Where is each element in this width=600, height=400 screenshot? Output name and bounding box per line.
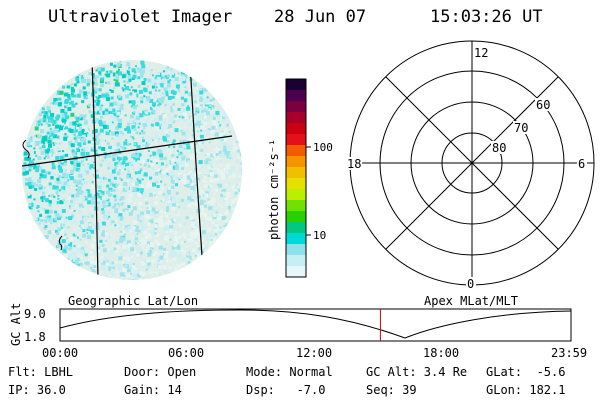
gain-status: Gain: 14 [124,383,182,397]
colorbar-stripe [286,244,306,256]
timeline-ytick-max: 9.0 [24,307,46,321]
apex-panel-label: Apex MLat/MLT [424,294,518,308]
date-label: 28 Jun 07 [274,7,367,27]
colorbar-stripe [286,167,306,179]
mlt-label-12: 12 [474,46,488,60]
colorbar-stripe [286,233,306,245]
colorbar-stripe [286,123,306,135]
colorbar-stripe [286,178,306,190]
mlt-label-6: 6 [578,157,585,171]
colorbar-stripe [286,134,306,146]
coastline-fragment-2 [58,235,63,251]
colorbar-stripe [286,189,306,201]
colorbar-stripe [286,90,306,102]
colorbar-stripe [286,211,306,223]
door-status: Door: Open [124,365,197,379]
mlat-label-80: 80 [492,141,506,155]
colorbar: 100 10 photon cm⁻²s⁻¹ [267,78,333,278]
colorbar-stripe [286,156,306,168]
filter-status: Flt: LBHL [8,365,74,379]
timeline-xtick-0600: 06:00 [168,346,204,360]
colorbar-ticklabel-100: 100 [313,141,333,154]
mlt-label-0: 0 [467,277,474,291]
colorbar-frame [285,78,307,278]
colorbar-stripe [286,112,306,124]
timeline-xtick-2359: 23:59 [551,346,587,360]
geographic-panel-label: Geographic Lat/Lon [68,294,198,308]
timeline-xtick-1200: 12:00 [296,346,332,360]
timeline-ytick-min: 1.8 [24,330,46,344]
colorbar-stripe [286,145,306,157]
ip-status: IP: 36.0 [8,383,66,397]
meridian-line-1 [91,60,99,280]
colorbar-stripe [286,101,306,113]
glon-status: GLon: 182.1 [486,383,566,397]
colorbar-stripe [286,200,306,212]
mlat-label-70: 70 [514,121,528,135]
dsp-status: Dsp: -7.0 [246,383,326,397]
colorbar-stripe [286,255,306,267]
polar-grid [349,40,595,286]
glat-status: GLat: -5.6 [486,365,566,379]
time-label: 15:03:26 UT [430,7,543,27]
timeline-xtick-0000: 00:00 [42,346,78,360]
polar-diagonal-2 [385,76,559,250]
instrument-title: Ultraviolet Imager [48,7,233,27]
colorbar-unit-label: photon cm⁻²s⁻¹ [267,139,281,240]
parallel-line [22,135,233,167]
timeline-ylabel: GC Alt [9,303,23,346]
colorbar-stripe [286,266,306,278]
polar-labels: 12 18 6 0 60 70 80 [346,46,587,291]
altitude-timeline: GC Alt 9.0 1.8 00:00 06:00 12:00 18:00 2… [9,303,587,360]
mlat-label-60: 60 [536,98,550,112]
timeline-frame [59,308,572,342]
mode-status: Mode: Normal [246,365,333,379]
sequence-status: Seq: 39 [366,383,417,397]
coastline-fragment [22,139,30,159]
timeline-xtick-1800: 18:00 [423,346,459,360]
colorbar-stripe [286,222,306,234]
colorbar-ticklabel-10: 10 [313,229,326,242]
uv-image-disk [22,60,242,280]
altitude-curve [59,309,572,339]
colorbar-stripe [286,79,306,91]
mlt-label-18: 18 [347,157,361,171]
gc-altitude-status: GC Alt: 3.4 Re [366,365,468,379]
